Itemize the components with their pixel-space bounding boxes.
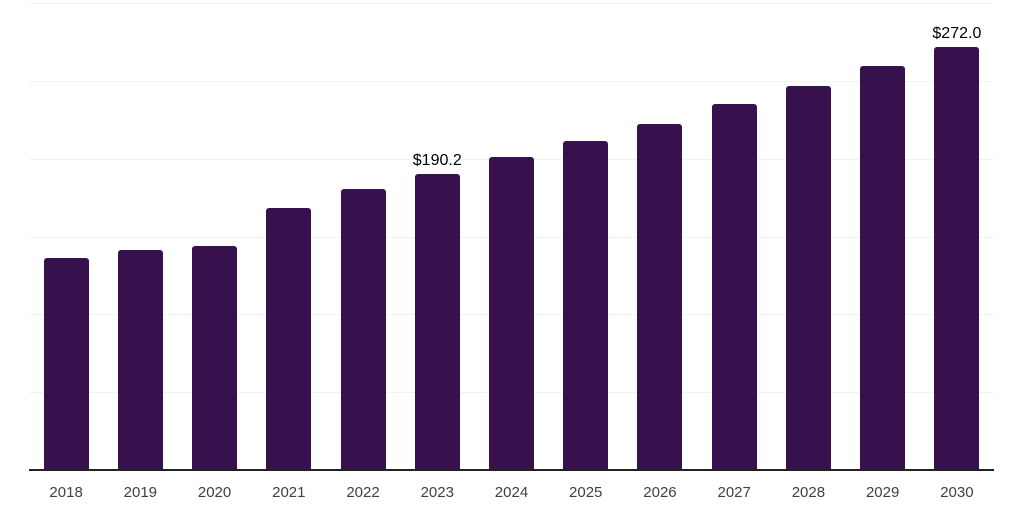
- x-tick-label-2030: 2030: [940, 484, 974, 501]
- x-tick-label-2027: 2027: [717, 484, 751, 501]
- gridline-300: [29, 3, 994, 4]
- bar-2020: [192, 245, 238, 470]
- bar-2029: [860, 66, 906, 470]
- x-tick-label-2024: 2024: [494, 484, 529, 501]
- bar-2026: [637, 123, 683, 470]
- gridline-250: [29, 80, 994, 82]
- bar-2028: [785, 86, 831, 470]
- x-tick-label-2025: 2025: [569, 484, 603, 501]
- x-tick-label-2022: 2022: [346, 484, 380, 501]
- bar-2022: [340, 189, 386, 470]
- x-tick-label-2023: 2023: [420, 484, 454, 501]
- x-tick-label-2026: 2026: [643, 484, 677, 501]
- x-tick-label-2019: 2019: [123, 484, 158, 501]
- x-tick-label-2029: 2029: [865, 484, 900, 501]
- bar-2018: [43, 258, 89, 470]
- bar-2025: [563, 140, 609, 470]
- x-tick-label-2018: 2018: [49, 484, 83, 501]
- x-tick-label-2028: 2028: [791, 484, 826, 501]
- x-tick-label-2020: 2020: [197, 484, 232, 501]
- bar-2030: [934, 46, 980, 470]
- x-axis-line: [29, 469, 994, 471]
- bar-2019: [117, 249, 163, 470]
- bar-2024: [489, 157, 534, 470]
- bar-2027: [711, 104, 757, 470]
- data-label-2030: $272.0: [932, 24, 982, 42]
- x-tick-label-2021: 2021: [272, 484, 306, 501]
- bar-2023: [414, 173, 460, 470]
- data-label-2023: $190.2: [412, 151, 462, 169]
- bar-2021: [266, 207, 312, 470]
